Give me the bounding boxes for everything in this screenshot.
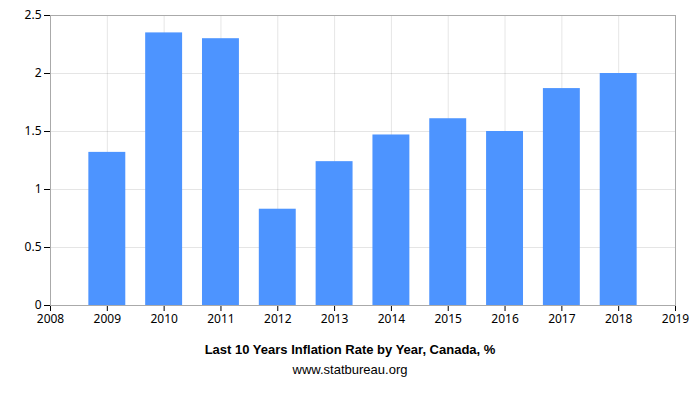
svg-text:1.5: 1.5 — [25, 122, 42, 139]
html-text:Last 10 Years Inflation Rate b: Last 10 Years Inflation Rate by Year, Ca… — [204, 342, 496, 357]
svg-text:2.5: 2.5 — [25, 6, 42, 23]
svg-text:1: 1 — [35, 180, 42, 197]
svg-text:2015: 2015 — [434, 310, 462, 327]
html-text:www.statbureau.org: www.statbureau.org — [292, 361, 408, 377]
svg-text:2014: 2014 — [378, 310, 406, 327]
svg-text:2010: 2010 — [150, 310, 178, 327]
svg-text:2017: 2017 — [548, 310, 576, 327]
svg-text:0.5: 0.5 — [25, 238, 42, 255]
svg-text:2018: 2018 — [605, 310, 633, 327]
svg-text:2: 2 — [35, 64, 42, 81]
svg-text:2009: 2009 — [94, 310, 122, 327]
svg-text:2019: 2019 — [662, 310, 690, 327]
svg-text:2012: 2012 — [264, 310, 292, 327]
svg-text:2016: 2016 — [491, 310, 519, 327]
svg-text:2011: 2011 — [207, 310, 234, 327]
svg-text:0: 0 — [34, 296, 42, 314]
svg-text:2008: 2008 — [37, 310, 65, 327]
svg-text:2013: 2013 — [321, 310, 349, 327]
